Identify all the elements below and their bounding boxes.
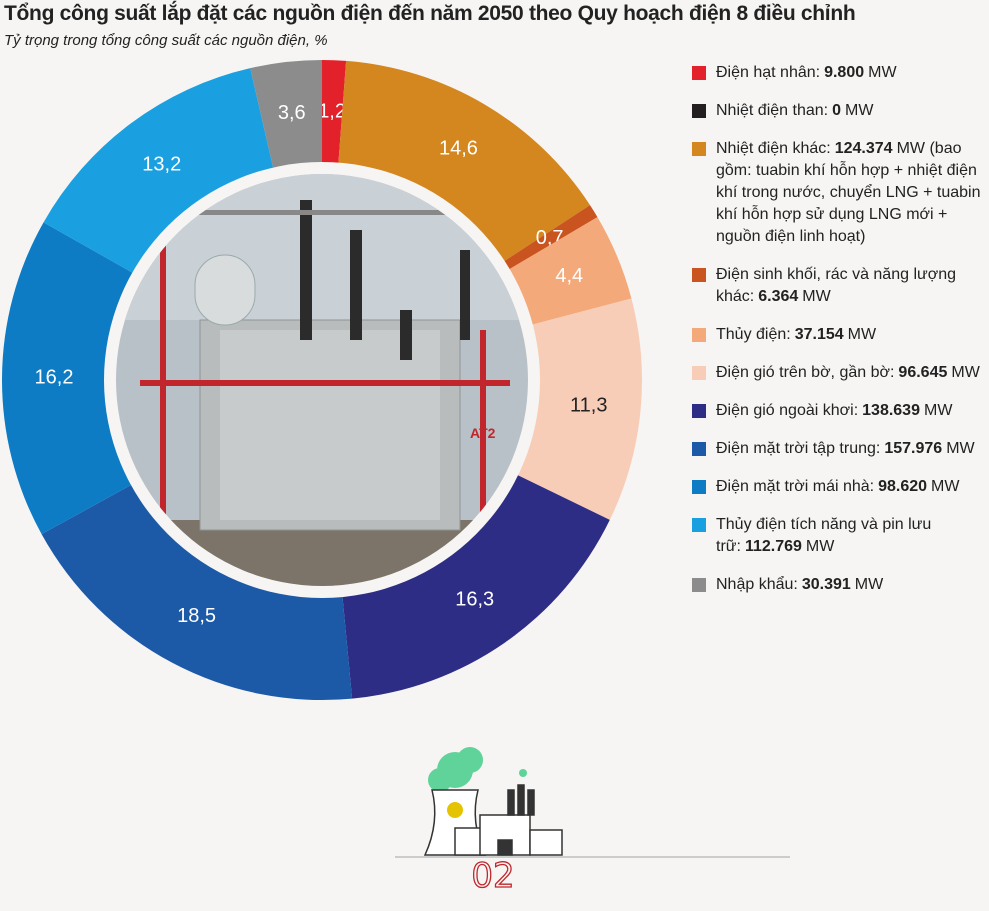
donut-slice [507,217,632,326]
slice-label: 11,3 [570,394,607,416]
legend-capacity: 6.364 [758,288,799,305]
page-number: 02 [471,856,514,896]
donut-slice [338,60,591,263]
legend: Điện hạt nhân: 9.800 MW Nhiệt điện than: 0 MW… [692,62,988,612]
slice-label: 13,2 [142,153,181,175]
legend-item: Điện hạt nhân: 9.800 MW [692,62,988,84]
donut-slice [502,205,598,271]
legend-unit: MW [923,402,953,419]
legend-swatch [692,66,706,80]
legend-capacity: 157.976 [884,440,943,457]
legend-swatch [692,578,706,592]
legend-capacity: 98.620 [878,478,928,495]
slice-label: 4,4 [555,265,583,287]
donut-slice [250,60,322,171]
legend-label: Thủy điện tích năng và pin lưu trữ: [716,516,932,555]
chart-subtitle: Tỷ trọng trong tổng công suất các nguồn … [4,32,328,49]
legend-unit: MW [896,140,926,157]
legend-item: Điện gió trên bờ, gần bờ: 96.645 MW [692,362,988,384]
legend-capacity: 0 [832,102,841,119]
donut-slice [41,483,353,700]
legend-item: Điện mặt trời mái nhà: 98.620 MW [692,476,988,498]
donut-slice [322,60,347,166]
legend-swatch [692,104,706,118]
legend-swatch [692,142,706,156]
slice-label: 16,3 [455,589,494,611]
legend-item: Điện sinh khối, rác và năng lượng khác: 6… [692,264,988,308]
slice-label: 16,2 [35,367,74,389]
legend-label: Nhập khẩu: [716,576,798,593]
legend-label: Điện gió ngoài khơi: [716,402,859,419]
legend-item: Thủy điện tích năng và pin lưu trữ: 112.7… [692,514,988,558]
legend-item: Nhiệt điện than: 0 MW [692,100,988,122]
slice-label: 3,6 [278,102,306,124]
legend-capacity: 138.639 [862,402,920,419]
svg-text:AT2: AT2 [470,425,496,441]
chart-title: Tổng công suất lắp đặt các nguồn điện đế… [4,2,856,25]
legend-unit: MW [847,326,877,343]
legend-unit: MW [868,64,897,81]
legend-capacity: 30.391 [801,576,851,593]
slice-label: 1,2 [318,100,346,122]
slice-label: 14,6 [439,138,478,160]
legend-item: Điện gió ngoài khơi: 138.639 MW [692,400,988,422]
legend-label: Điện hạt nhân: [716,64,821,81]
legend-unit: MW [805,538,835,555]
legend-swatch [692,404,706,418]
legend-swatch [692,268,706,282]
legend-label: Thủy điện: [716,326,791,343]
legend-unit: MW [844,102,874,119]
legend-label: Nhiệt điện than: [716,102,829,119]
slice-label: 18,5 [177,605,216,627]
legend-label: Điện gió trên bờ, gần bờ: [716,364,895,381]
legend-label: Điện mặt trời mái nhà: [716,478,875,495]
legend-capacity: 9.800 [824,64,865,81]
legend-item: Thủy điện: 37.154 MW [692,324,988,346]
legend-unit: MW [946,440,975,457]
legend-swatch [692,366,706,380]
legend-capacity: 96.645 [898,364,948,381]
donut-slice [342,473,610,699]
legend-item: Điện mặt trời tập trung: 157.976 MW [692,438,988,460]
legend-label: Điện sinh khối, rác và năng lượng khác: [716,266,956,305]
legend-capacity: 37.154 [794,326,844,343]
donut-slice [515,298,643,520]
legend-capacity: 112.769 [744,538,802,555]
legend-swatch [692,328,706,342]
legend-label: Điện mặt trời tập trung: [716,440,881,457]
legend-unit: MW [931,478,960,495]
legend-item: Nhiệt điện khác: 124.374 MW (bao gồm: tuab… [692,138,988,248]
legend-swatch [692,442,706,456]
legend-unit: MW [802,288,831,305]
legend-swatch [692,480,706,494]
legend-capacity: 124.374 [834,140,893,157]
donut-slice [43,68,274,275]
legend-note: (bao gồm: tuabin khí hỗn hợp + nhiệt điệ… [716,140,981,245]
factory-icon [395,747,790,858]
donut-slice [1,222,135,535]
legend-unit: MW [951,364,980,381]
legend-unit: MW [854,576,884,593]
legend-item: Nhập khẩu: 30.391 MW [692,574,988,596]
legend-label: Nhiệt điện khác: [716,140,831,157]
legend-swatch [692,518,706,532]
